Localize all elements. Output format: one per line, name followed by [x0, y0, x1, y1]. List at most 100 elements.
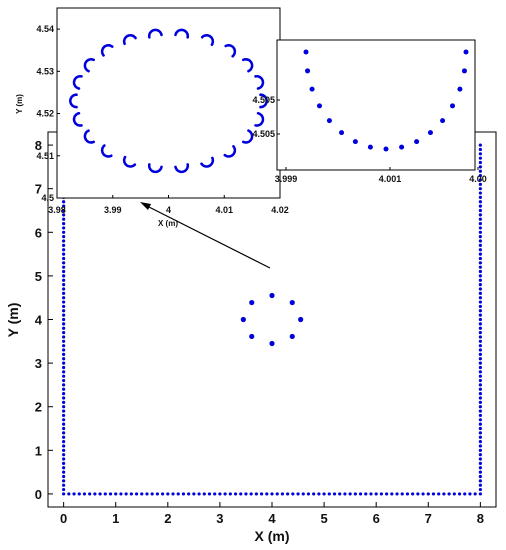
boundary-point — [343, 492, 347, 496]
boundary-point — [62, 283, 66, 287]
boundary-point — [254, 492, 258, 496]
left-inset-arcs — [69, 28, 268, 174]
boundary-point — [213, 492, 217, 496]
boundary-point — [62, 461, 66, 465]
main-y-tick-label: 1 — [35, 443, 42, 458]
boundary-point — [358, 492, 363, 496]
boundary-point — [62, 392, 66, 396]
boundary-point — [62, 422, 66, 426]
boundary-point — [161, 492, 165, 496]
boundary-point — [385, 492, 389, 496]
boundary-point — [478, 195, 482, 200]
boundary-point — [478, 261, 482, 265]
main-y-tick-label: 3 — [35, 356, 42, 371]
center-ring-point — [289, 299, 295, 306]
boundary-point — [306, 492, 311, 496]
left-inset-arc — [174, 28, 190, 39]
right-inset-point — [414, 139, 420, 145]
boundary-point — [332, 492, 337, 496]
boundary-point — [478, 479, 482, 483]
boundary-point — [478, 400, 482, 404]
main-x-tick-label: 5 — [320, 511, 327, 526]
boundary-point — [478, 226, 482, 230]
boundary-point — [478, 221, 482, 226]
boundary-point — [62, 466, 66, 470]
boundary-point — [67, 492, 71, 496]
boundary-point — [478, 296, 482, 300]
right-inset-x-tick-label: 4.001 — [379, 174, 402, 184]
boundary-point — [62, 400, 66, 404]
boundary-point — [447, 492, 451, 496]
main-y-tick-label: 0 — [35, 487, 42, 502]
left-inset-arc — [147, 28, 163, 39]
boundary-point — [478, 426, 482, 431]
boundary-point — [478, 317, 482, 322]
boundary-point — [312, 492, 316, 496]
boundary-point — [202, 492, 206, 496]
boundary-point — [478, 326, 482, 330]
left-inset-x-tick-label: 4.01 — [215, 205, 233, 215]
boundary-point — [348, 492, 352, 496]
boundary-point — [478, 169, 482, 173]
boundary-point — [473, 492, 477, 496]
boundary-point — [62, 479, 66, 483]
boundary-point — [478, 248, 482, 252]
boundary-point — [478, 143, 482, 147]
boundary-point — [364, 492, 368, 496]
boundary-point — [62, 439, 66, 444]
boundary-point — [296, 492, 300, 496]
boundary-point — [197, 492, 201, 496]
boundary-point — [437, 492, 441, 496]
boundary-point — [478, 165, 482, 169]
left-inset-y-tick-label: 4.53 — [36, 66, 54, 76]
boundary-point — [244, 492, 248, 496]
boundary-point — [62, 200, 66, 204]
left-inset-y-tick-label: 4.51 — [36, 151, 54, 161]
boundary-point — [478, 405, 482, 409]
boundary-point — [155, 492, 159, 496]
boundary-point — [478, 200, 482, 204]
boundary-point — [301, 492, 305, 496]
right-inset: 3.999 4.001 4.00 4.505 4.505 — [252, 39, 487, 184]
boundary-point — [478, 313, 482, 317]
left-inset-arc — [100, 144, 114, 158]
left-inset-arc — [223, 144, 237, 158]
main-y-tick-label: 5 — [35, 269, 42, 284]
boundary-point — [62, 453, 66, 457]
left-inset-y-tick-label: 4.52 — [36, 109, 54, 119]
boundary-point — [62, 243, 66, 247]
left-inset-arc — [72, 111, 83, 127]
boundary-point — [62, 322, 66, 326]
boundary-point — [171, 492, 175, 496]
boundary-point — [478, 269, 482, 274]
main-x-tick-label: 3 — [216, 511, 223, 526]
boundary-point — [390, 492, 394, 496]
boundary-point — [62, 335, 66, 339]
boundary-point — [62, 208, 66, 213]
boundary-point — [223, 492, 227, 496]
boundary-point — [88, 492, 92, 496]
boundary-point — [62, 317, 66, 322]
boundary-point — [478, 435, 482, 439]
boundary-point — [62, 261, 66, 265]
boundary-point — [239, 492, 243, 496]
boundary-point — [62, 300, 66, 304]
main-y-axis-label: Y (m) — [5, 303, 21, 338]
boundary-point — [218, 492, 222, 496]
main-x-tick-label: 0 — [60, 511, 67, 526]
boundary-point — [353, 492, 357, 496]
main-x-tick-label: 7 — [425, 511, 432, 526]
right-inset-point — [352, 139, 358, 145]
boundary-point — [62, 483, 66, 487]
boundary-point — [233, 492, 238, 496]
boundary-point — [93, 492, 97, 496]
left-inset-y-tick-label: 4.54 — [36, 24, 54, 34]
boundary-point — [327, 492, 331, 496]
left-inset-x-tick-label: 4.02 — [271, 205, 289, 215]
boundary-point — [62, 287, 66, 291]
boundary-point — [98, 492, 102, 496]
left-inset: 3.98 3.99 4 4.01 4.02 4.5 4.51 4.52 4.53 4.54 X (… — [15, 7, 289, 228]
boundary-point — [478, 330, 482, 335]
main-x-tick-label: 8 — [477, 511, 484, 526]
right-inset-points — [303, 49, 469, 152]
